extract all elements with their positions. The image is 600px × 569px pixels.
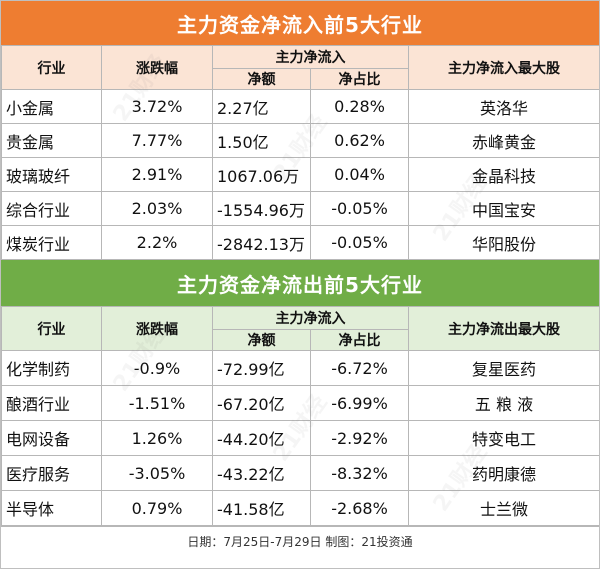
cell-top-stock: 赤峰黄金 [408, 123, 599, 158]
cell-change: 2.03% [101, 191, 213, 226]
cell-net-amount: -41.58亿 [212, 490, 311, 526]
table-row: 酿酒行业 -1.51% -67.20亿 -6.99% 五 粮 液 [1, 385, 599, 421]
inflow-title: 主力资金净流入前5大行业 [1, 1, 599, 45]
cell-top-stock: 金晶科技 [408, 157, 599, 192]
cell-net-ratio: -0.05% [310, 191, 409, 226]
cell-top-stock: 特变电工 [408, 420, 599, 456]
cell-industry: 电网设备 [1, 420, 102, 456]
cell-change: 1.26% [101, 420, 213, 456]
cell-industry: 半导体 [1, 490, 102, 526]
cell-net-ratio: -6.72% [310, 350, 409, 386]
cell-change: -0.9% [101, 350, 213, 386]
cell-industry: 煤炭行业 [1, 225, 102, 260]
outflow-header-row: 行业 涨跌幅 主力净流入 主力净流出最大股 [1, 306, 599, 351]
table-row: 煤炭行业 2.2% -2842.13万 -0.05% 华阳股份 [1, 225, 599, 260]
cell-change: -1.51% [101, 385, 213, 421]
cell-net-amount: -2842.13万 [212, 225, 311, 260]
inflow-rows: 小金属 3.72% 2.27亿 0.28% 英洛华 贵金属 7.77% 1.50亿 0.62% 赤… [1, 89, 599, 260]
inflow-subheader-row: 净额 净占比 [2, 68, 600, 90]
cell-net-amount: -72.99亿 [212, 350, 311, 386]
cell-net-ratio: -2.92% [310, 420, 409, 456]
cell-industry: 酿酒行业 [1, 385, 102, 421]
table-row: 小金属 3.72% 2.27亿 0.28% 英洛华 [1, 89, 599, 124]
cell-industry: 化学制药 [1, 350, 102, 386]
header-net-ratio: 净占比 [310, 329, 409, 351]
cell-change: 3.72% [101, 89, 213, 124]
inflow-header-row: 行业 涨跌幅 主力净流入 主力净流入最大股 [1, 45, 599, 90]
cell-net-amount: -1554.96万 [212, 191, 311, 226]
cell-top-stock: 五 粮 液 [408, 385, 599, 421]
cell-net-ratio: -8.32% [310, 455, 409, 491]
cell-net-amount: -67.20亿 [212, 385, 311, 421]
table-row: 玻璃玻纤 2.91% 1067.06万 0.04% 金晶科技 [1, 157, 599, 192]
cell-industry: 贵金属 [1, 123, 102, 158]
table-row: 医疗服务 -3.05% -43.22亿 -8.32% 药明康德 [1, 455, 599, 491]
header-main-flow: 主力净流入 [212, 306, 409, 330]
outflow-rows: 化学制药 -0.9% -72.99亿 -6.72% 复星医药 酿酒行业 -1.51% -67.… [1, 350, 599, 526]
cell-change: 2.91% [101, 157, 213, 192]
cell-top-stock: 中国宝安 [408, 191, 599, 226]
cell-net-ratio: -6.99% [310, 385, 409, 421]
header-net-amount: 净额 [212, 68, 311, 90]
cell-net-ratio: 0.62% [310, 123, 409, 158]
table-row: 半导体 0.79% -41.58亿 -2.68% 士兰微 [1, 490, 599, 526]
table-row: 电网设备 1.26% -44.20亿 -2.92% 特变电工 [1, 420, 599, 456]
cell-net-ratio: -0.05% [310, 225, 409, 260]
cell-net-amount: -44.20亿 [212, 420, 311, 456]
header-industry: 行业 [1, 306, 102, 351]
table-row: 化学制药 -0.9% -72.99亿 -6.72% 复星医药 [1, 350, 599, 386]
cell-industry: 综合行业 [1, 191, 102, 226]
outflow-table: 行业 涨跌幅 主力净流入 主力净流出最大股 净额 净占比 化学制药 -0.9% -7… [1, 306, 600, 526]
cell-net-amount: 2.27亿 [212, 89, 311, 124]
cell-net-amount: 1.50亿 [212, 123, 311, 158]
cell-industry: 玻璃玻纤 [1, 157, 102, 192]
inflow-table: 行业 涨跌幅 主力净流入 主力净流入最大股 净额 净占比 小金属 3.72% 2.2… [1, 45, 600, 260]
cell-industry: 医疗服务 [1, 455, 102, 491]
cell-net-ratio: -2.68% [310, 490, 409, 526]
table-row: 综合行业 2.03% -1554.96万 -0.05% 中国宝安 [1, 191, 599, 226]
cell-industry: 小金属 [1, 89, 102, 124]
footer-credit: 日期：7月25日-7月29日 制图：21投资通 [1, 526, 599, 555]
header-main-flow: 主力净流入 [212, 45, 409, 69]
cell-net-amount: -43.22亿 [212, 455, 311, 491]
header-top-stock: 主力净流出最大股 [408, 306, 599, 351]
cell-net-amount: 1067.06万 [212, 157, 311, 192]
cell-change: 0.79% [101, 490, 213, 526]
outflow-title: 主力资金净流出前5大行业 [1, 260, 599, 306]
header-industry: 行业 [1, 45, 102, 90]
table-row: 贵金属 7.77% 1.50亿 0.62% 赤峰黄金 [1, 123, 599, 158]
cell-top-stock: 华阳股份 [408, 225, 599, 260]
cell-change: 7.77% [101, 123, 213, 158]
outflow-subheader-row: 净额 净占比 [2, 329, 600, 351]
header-change: 涨跌幅 [101, 45, 213, 90]
header-net-ratio: 净占比 [310, 68, 409, 90]
cell-net-ratio: 0.04% [310, 157, 409, 192]
header-net-amount: 净额 [212, 329, 311, 351]
cell-change: 2.2% [101, 225, 213, 260]
cell-top-stock: 复星医药 [408, 350, 599, 386]
cell-net-ratio: 0.28% [310, 89, 409, 124]
cell-change: -3.05% [101, 455, 213, 491]
header-change: 涨跌幅 [101, 306, 213, 351]
cell-top-stock: 士兰微 [408, 490, 599, 526]
cell-top-stock: 英洛华 [408, 89, 599, 124]
header-top-stock: 主力净流入最大股 [408, 45, 599, 90]
cell-top-stock: 药明康德 [408, 455, 599, 491]
